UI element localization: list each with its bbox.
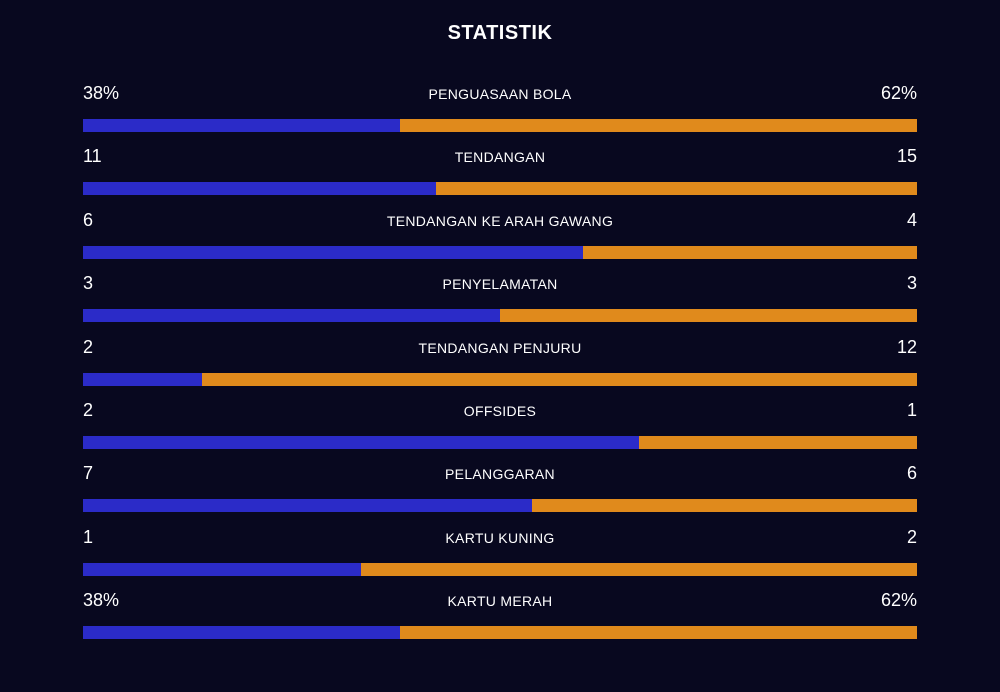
stat-row-shots-on-target: 6 TENDANGAN KE ARAH GAWANG 4 [83, 205, 917, 268]
stat-label: PENGUASAAN BOLA [428, 86, 572, 102]
home-value: 3 [83, 273, 94, 294]
away-bar-segment [532, 499, 917, 513]
panel-title: STATISTIK [447, 22, 553, 44]
home-value: 1 [83, 526, 94, 547]
stat-row-yellow-cards: 1 KARTU KUNING 2 [83, 522, 917, 585]
home-bar-segment [83, 562, 361, 576]
away-bar-segment [399, 119, 917, 132]
comparison-bar [83, 435, 917, 449]
home-value: 2 [83, 399, 94, 420]
stat-row-fouls: 7 PELANGGARAN 6 [83, 458, 917, 521]
home-value: 38% [83, 590, 120, 611]
home-bar-segment [83, 435, 640, 449]
home-bar-segment [83, 372, 203, 386]
home-value: 11 [83, 146, 102, 167]
stat-label: TENDANGAN KE ARAH GAWANG [386, 212, 614, 229]
comparison-bar [83, 309, 917, 323]
away-value: 15 [896, 146, 917, 167]
home-bar-segment [83, 309, 500, 323]
stat-label: TENDANGAN [454, 149, 546, 166]
stat-label: KARTU KUNING [445, 529, 555, 546]
away-bar-segment [500, 309, 917, 323]
away-value: 62% [880, 590, 917, 611]
home-bar-segment [83, 119, 400, 132]
stat-label: KARTU MERAH [447, 593, 553, 610]
away-value: 12 [896, 336, 917, 357]
away-value: 6 [906, 463, 917, 484]
home-value: 7 [83, 463, 94, 484]
away-bar-segment [360, 562, 917, 576]
comparison-bar [83, 245, 917, 259]
stat-label: PELANGGARAN [445, 466, 555, 483]
away-value: 4 [906, 209, 917, 230]
comparison-bar [83, 626, 917, 640]
stat-row-red-cards: 38% KARTU MERAH 62% [83, 585, 917, 648]
stat-label: TENDANGAN PENJURU [418, 339, 582, 356]
away-value: 2 [906, 526, 917, 547]
away-value: 3 [906, 273, 917, 294]
home-bar-segment [83, 499, 533, 513]
stat-row-corners: 2 TENDANGAN PENJURU 12 [83, 332, 917, 395]
stats-list: 38% PENGUASAAN BOLA 62% 11 TENDANGAN 15 … [83, 78, 917, 649]
away-bar-segment [435, 182, 917, 196]
home-value: 2 [83, 336, 94, 357]
comparison-bar [83, 372, 917, 386]
stat-row-saves: 3 PENYELAMATAN 3 [83, 268, 917, 331]
comparison-bar [83, 182, 917, 196]
stat-label: PENYELAMATAN [442, 276, 558, 293]
home-bar-segment [83, 182, 436, 196]
comparison-bar [83, 499, 917, 513]
away-bar-segment [583, 245, 917, 259]
home-value: 6 [83, 209, 94, 230]
comparison-bar [83, 562, 917, 576]
home-bar-segment [83, 626, 400, 640]
away-bar-segment [202, 372, 917, 386]
home-bar-segment [83, 245, 584, 259]
stat-label: OFFSIDES [463, 402, 537, 419]
home-value: 38% [83, 83, 120, 103]
away-bar-segment [639, 435, 917, 449]
stat-row-possession: 38% PENGUASAAN BOLA 62% [83, 78, 917, 141]
stat-row-shots: 11 TENDANGAN 15 [83, 141, 917, 204]
away-value: 1 [906, 399, 917, 420]
comparison-bar [83, 119, 917, 132]
away-bar-segment [399, 626, 917, 640]
away-value: 62% [880, 83, 917, 103]
stat-row-offsides: 2 OFFSIDES 1 [83, 395, 917, 458]
